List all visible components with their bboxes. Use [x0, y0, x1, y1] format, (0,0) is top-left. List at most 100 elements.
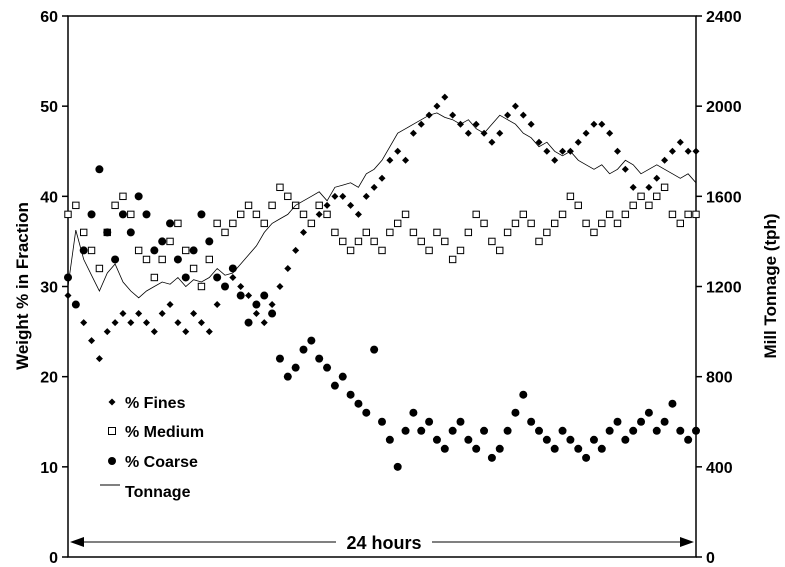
fines-point — [598, 120, 606, 128]
medium-point — [472, 210, 480, 219]
fines-point — [119, 310, 127, 318]
medium-point — [119, 192, 127, 201]
fines-point — [692, 147, 700, 155]
medium-point — [566, 192, 575, 201]
coarse-point — [582, 453, 591, 462]
fines-point — [88, 337, 96, 345]
coarse-point — [519, 390, 528, 399]
coarse-point — [213, 273, 222, 282]
fines-point — [433, 102, 441, 110]
fines-point — [229, 273, 237, 281]
coarse-point — [252, 300, 261, 309]
coarse-point — [668, 399, 677, 408]
fines-point — [292, 246, 300, 254]
medium-point — [189, 264, 198, 273]
medium-point — [692, 210, 700, 219]
duration-arrow-left-head — [70, 537, 84, 547]
coarse-point — [566, 435, 575, 444]
medium-point — [574, 201, 582, 210]
coarse-point — [362, 408, 371, 417]
legend-label: % Fines — [125, 395, 186, 412]
medium-point — [653, 192, 661, 201]
duration-annotation: 24 hours — [70, 532, 694, 553]
coarse-point — [495, 444, 504, 453]
duration-label: 24 hours — [346, 533, 421, 553]
fines-point — [150, 328, 158, 336]
medium-point — [244, 201, 253, 210]
medium-point — [386, 228, 394, 237]
fines-point — [284, 264, 292, 272]
coarse-point — [660, 417, 669, 426]
medium-point — [87, 246, 96, 255]
fines-point — [135, 310, 143, 318]
tonnage-line — [67, 112, 697, 299]
fines-point — [661, 156, 669, 164]
fines-point — [64, 292, 72, 300]
medium-point — [590, 228, 598, 237]
legend-label: % Coarse — [125, 454, 198, 471]
fines-point — [190, 310, 198, 318]
medium-point — [134, 246, 143, 255]
fines-point — [268, 301, 276, 309]
medium-point — [684, 210, 692, 219]
y-tick-label: 10 — [40, 460, 58, 477]
plot-frame — [67, 15, 697, 558]
medium-point — [268, 201, 276, 210]
coarse-point — [87, 210, 96, 219]
y2-tick-label: 800 — [706, 370, 733, 387]
fines-point — [653, 174, 661, 182]
coarse-point — [71, 300, 80, 309]
y-tick-label: 20 — [40, 370, 58, 387]
medium-point — [72, 201, 80, 210]
fines-point — [197, 319, 205, 327]
coarse-point — [393, 462, 402, 471]
coarse-point — [111, 255, 120, 264]
fines-point — [205, 328, 213, 336]
medium-point — [197, 282, 206, 291]
coarse-point — [527, 417, 536, 426]
coarse-point — [385, 435, 394, 444]
fines-point — [645, 183, 653, 191]
coarse-point — [244, 318, 253, 327]
coarse-point — [456, 417, 465, 426]
medium-point — [503, 228, 512, 237]
medium-point — [260, 219, 268, 228]
fines-point — [472, 120, 480, 128]
medium-point — [464, 228, 473, 237]
medium-point — [307, 219, 316, 228]
fines-point — [551, 156, 559, 164]
medium-point — [182, 246, 190, 255]
coarse-point — [589, 435, 598, 444]
legend-label: Tonnage — [125, 484, 191, 501]
coarse-point — [307, 336, 316, 345]
legend-label: % Medium — [125, 424, 204, 441]
y-tick-label: 50 — [40, 99, 58, 116]
series-medium — [64, 183, 700, 291]
y-tick-label: 60 — [40, 9, 58, 26]
fines-point — [237, 283, 245, 290]
fines-point — [378, 174, 386, 182]
medium-point — [605, 210, 614, 219]
medium-point — [433, 228, 441, 237]
y2-tick-label: 0 — [706, 550, 715, 567]
medium-point — [174, 219, 182, 228]
fines-point — [668, 147, 676, 155]
medium-point — [488, 237, 496, 246]
coarse-point — [613, 417, 622, 426]
medium-point — [527, 219, 535, 228]
y2-tick-label: 400 — [706, 460, 733, 477]
coarse-point — [440, 444, 449, 453]
coarse-point — [692, 426, 700, 435]
medium-point — [166, 237, 174, 246]
fines-point — [331, 192, 339, 200]
coarse-point — [425, 417, 434, 426]
fines-point — [582, 129, 590, 137]
coarse-point — [684, 435, 693, 444]
fines-point — [504, 111, 512, 119]
medium-point — [346, 246, 355, 255]
medium-point — [645, 201, 653, 210]
fines-point — [590, 120, 598, 128]
medium-point — [629, 201, 637, 210]
fines-point — [127, 319, 135, 327]
medium-point — [142, 255, 151, 264]
